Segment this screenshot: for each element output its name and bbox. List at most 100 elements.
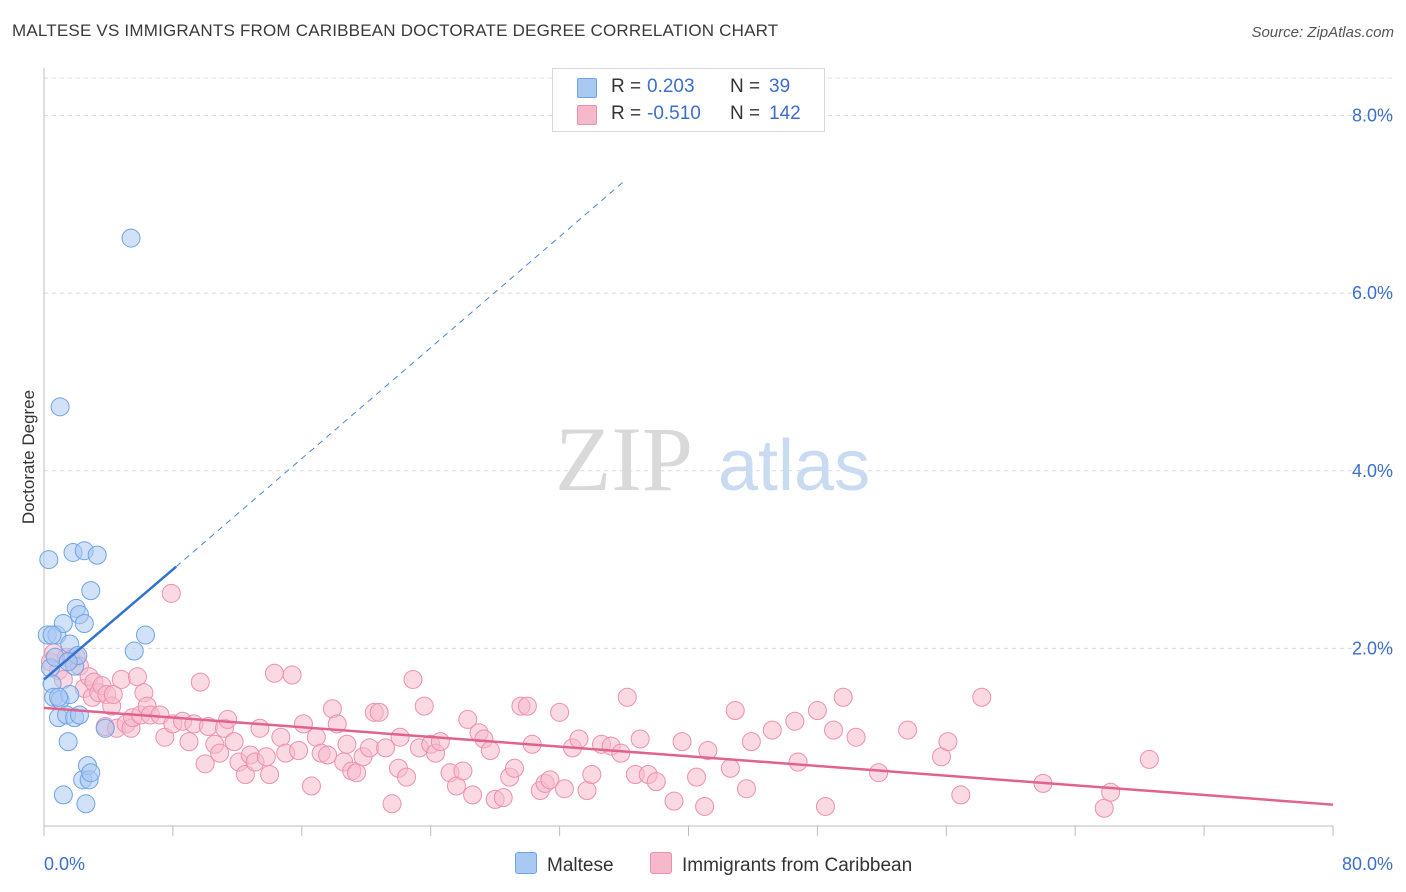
point-caribbean xyxy=(103,685,123,705)
point-caribbean xyxy=(306,727,326,747)
point-maltese xyxy=(124,641,144,661)
point-caribbean xyxy=(271,727,291,747)
x-tick-label-max: 80.0% xyxy=(1342,854,1393,874)
point-caribbean xyxy=(951,785,971,805)
point-maltese xyxy=(53,614,73,634)
y-tick-label: 2.0% xyxy=(1352,638,1393,658)
trend-line-maltese xyxy=(43,565,177,681)
point-caribbean xyxy=(833,687,853,707)
legend-r-value: -0.510 xyxy=(647,103,701,124)
point-caribbean xyxy=(540,770,560,790)
point-caribbean xyxy=(430,732,450,752)
series-label-caribbean: Immigrants from Caribbean xyxy=(682,855,913,876)
point-caribbean xyxy=(611,743,631,763)
point-maltese xyxy=(50,397,70,417)
point-caribbean xyxy=(369,702,389,722)
point-caribbean xyxy=(493,788,513,808)
point-caribbean xyxy=(293,714,313,734)
y-tick-label: 8.0% xyxy=(1352,106,1393,126)
point-caribbean xyxy=(250,718,270,738)
point-caribbean xyxy=(550,702,570,722)
point-caribbean xyxy=(359,738,379,758)
watermark: ZIP atlas xyxy=(555,408,870,510)
point-caribbean xyxy=(301,776,321,796)
point-caribbean xyxy=(161,583,181,603)
point-caribbean xyxy=(698,741,718,761)
point-caribbean xyxy=(218,709,238,729)
point-caribbean xyxy=(1139,749,1159,769)
point-caribbean xyxy=(617,687,637,707)
series-legend: Maltese Immigrants from Caribbean xyxy=(0,850,1406,878)
series-swatch-caribbean xyxy=(650,852,672,874)
point-caribbean xyxy=(824,720,844,740)
chart-title: MALTESE VS IMMIGRANTS FROM CARIBBEAN DOC… xyxy=(12,21,779,40)
point-maltese xyxy=(58,732,78,752)
point-caribbean xyxy=(869,763,889,783)
point-caribbean xyxy=(127,667,147,687)
series-label-maltese: Maltese xyxy=(547,855,614,876)
point-maltese xyxy=(69,705,89,725)
correlation-legend: R = 0.203 N = 39 R = -0.510 N = 142 xyxy=(552,68,825,132)
point-caribbean xyxy=(630,729,650,749)
point-caribbean xyxy=(190,672,210,692)
point-caribbean xyxy=(898,720,918,740)
point-caribbean xyxy=(453,761,473,781)
point-caribbean xyxy=(1094,798,1114,818)
point-caribbean xyxy=(741,732,761,752)
point-caribbean xyxy=(289,741,309,761)
point-caribbean xyxy=(224,732,244,752)
point-caribbean xyxy=(111,669,131,689)
legend-r-label: R = xyxy=(611,76,642,97)
point-caribbean xyxy=(695,796,715,816)
legend-n-label: N = xyxy=(730,76,761,97)
legend-r-value: 0.203 xyxy=(647,76,695,97)
point-caribbean xyxy=(762,720,782,740)
point-caribbean xyxy=(785,711,805,731)
point-caribbean xyxy=(1101,782,1121,802)
point-caribbean xyxy=(376,738,396,758)
point-maltese xyxy=(76,794,96,814)
gridlines xyxy=(44,77,1393,649)
legend-swatch-maltese xyxy=(577,78,597,98)
watermark-zip: ZIP xyxy=(555,408,693,510)
point-caribbean xyxy=(458,709,478,729)
point-caribbean xyxy=(337,734,357,754)
point-caribbean xyxy=(414,696,434,716)
point-maltese xyxy=(39,550,59,570)
legend-swatch-caribbean xyxy=(577,105,597,125)
point-caribbean xyxy=(282,665,302,685)
point-caribbean xyxy=(577,780,597,800)
point-maltese xyxy=(74,614,94,634)
point-maltese xyxy=(42,625,62,645)
x-ticks xyxy=(43,826,1334,836)
point-caribbean xyxy=(318,745,338,765)
point-caribbean xyxy=(463,785,483,805)
point-caribbean xyxy=(256,747,276,767)
watermark-atlas: atlas xyxy=(718,426,870,506)
trend-lines xyxy=(43,180,1334,806)
point-caribbean xyxy=(672,732,692,752)
series-swatch-maltese xyxy=(515,852,537,874)
series-legend-maltese[interactable]: Maltese xyxy=(515,852,614,877)
point-maltese xyxy=(81,581,101,601)
point-maltese xyxy=(53,785,73,805)
point-caribbean xyxy=(788,752,808,772)
point-maltese xyxy=(121,228,141,248)
point-maltese xyxy=(87,545,107,565)
point-caribbean xyxy=(938,732,958,752)
legend-n-value: 142 xyxy=(769,103,801,124)
legend-n-value: 39 xyxy=(769,76,791,97)
point-maltese xyxy=(136,625,156,645)
point-caribbean xyxy=(264,663,284,683)
point-caribbean xyxy=(260,764,280,784)
point-caribbean xyxy=(195,754,215,774)
data-points xyxy=(37,228,1159,818)
source-label: Source: ZipAtlas.com xyxy=(1251,24,1394,41)
point-caribbean xyxy=(517,696,537,716)
point-caribbean xyxy=(720,758,740,778)
series-legend-caribbean[interactable]: Immigrants from Caribbean xyxy=(650,852,912,877)
y-tick-labels: 2.0% 4.0% 6.0% 8.0% xyxy=(1352,106,1393,659)
point-caribbean xyxy=(347,763,367,783)
point-caribbean xyxy=(737,779,757,799)
